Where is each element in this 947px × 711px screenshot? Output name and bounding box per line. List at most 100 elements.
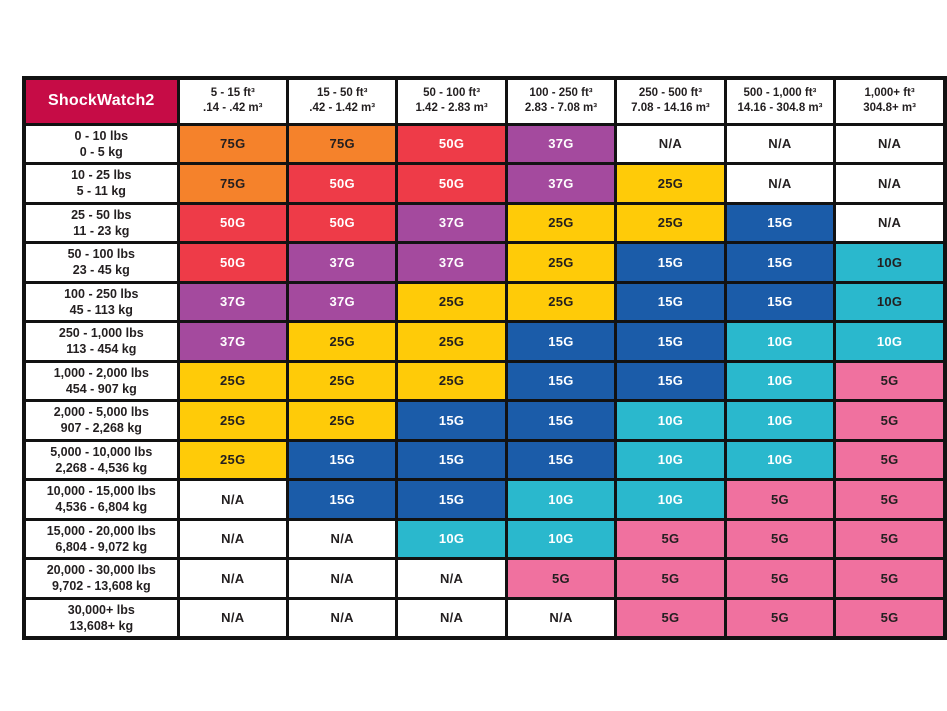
table-row: 50 - 100 lbs 23 - 45 kg 50G 37G 37G 25G 15G 15G… [22,241,947,284]
g-rating-cell: 50G [395,162,508,205]
weight-range-label: 50 - 100 lbs 23 - 45 kg [22,241,180,284]
table-row: 1,000 - 2,000 lbs 454 - 907 kg 25G 25G 25G 15… [22,359,947,402]
g-rating-cell: 10G [395,517,508,560]
weight-range-kg: 9,702 - 13,608 kg [51,579,151,594]
g-rating-cell: 15G [395,478,508,521]
g-rating-cell: 25G [285,399,399,442]
weight-range-lbs: 0 - 10 lbs [74,128,129,143]
weight-range-kg: 113 - 454 kg [66,342,137,357]
table-row: 25 - 50 lbs 11 - 23 kg 50G 50G 37G 25G 25G 15G N… [22,201,947,244]
g-rating-cell: 10G [614,478,727,521]
volume-range-ft3: 500 - 1,000 ft³ [743,87,817,100]
g-rating-cell: 5G [723,478,837,521]
g-rating-cell: N/A [833,162,947,205]
weight-range-kg: 45 - 113 kg [69,302,133,317]
g-rating-cell: N/A [833,122,947,165]
g-rating-cell: N/A [833,201,947,244]
weight-range-kg: 11 - 23 kg [73,223,130,238]
table-row: 0 - 10 lbs 0 - 5 kg 75G 75G 50G 37G N/A N/A N/A [22,122,947,165]
volume-range-ft3: 250 - 500 ft³ [638,87,703,100]
weight-range-lbs: 30,000+ lbs [67,602,135,617]
g-rating-cell: 5G [723,557,837,600]
weight-range-label: 15,000 - 20,000 lbs 6,804 - 9,072 kg [22,517,180,560]
table-row: 5,000 - 10,000 lbs 2,268 - 4,536 kg 25G 15G… [22,438,947,481]
g-rating-cell: 5G [833,399,947,442]
volume-range-header: 250 - 500 ft³ 7.08 - 14.16 m³ [614,76,727,126]
table-row: 20,000 - 30,000 lbs 9,702 - 13,608 kg N/A N… [22,557,947,600]
g-rating-cell: 10G [833,280,947,323]
g-rating-cell: N/A [176,557,289,600]
g-rating-cell: N/A [395,596,508,639]
weight-range-label: 25 - 50 lbs 11 - 23 kg [22,201,180,244]
weight-range-lbs: 1,000 - 2,000 lbs [53,365,149,380]
g-rating-cell: 10G [723,320,837,363]
g-rating-cell: 5G [723,517,837,560]
g-rating-cell: 5G [723,596,837,639]
weight-range-label: 1,000 - 2,000 lbs 454 - 907 kg [22,359,180,402]
g-rating-cell: 15G [504,320,618,363]
g-rating-cell: 25G [614,162,727,205]
g-rating-cell: N/A [723,122,837,165]
table-row: 2,000 - 5,000 lbs 907 - 2,268 kg 25G 25G 15G… [22,399,947,442]
g-rating-cell: 10G [504,478,618,521]
g-rating-cell: 15G [285,438,399,481]
header-row: ShockWatch2 5 - 15 ft³ .14 - .42 m³ 15 - 50… [22,76,947,126]
g-rating-cell: N/A [395,557,508,600]
volume-range-header: 500 - 1,000 ft³ 14.16 - 304.8 m³ [723,76,837,126]
table-header: ShockWatch2 5 - 15 ft³ .14 - .42 m³ 15 - 50… [22,76,947,126]
g-rating-cell: 50G [395,122,508,165]
g-rating-cell: 15G [504,438,618,481]
volume-range-ft3: 15 - 50 ft³ [316,87,368,100]
weight-range-lbs: 10,000 - 15,000 lbs [46,484,156,499]
g-rating-cell: 37G [395,241,508,284]
g-rating-cell: 5G [614,557,727,600]
g-rating-cell: 15G [504,359,618,402]
g-rating-cell: N/A [285,557,399,600]
g-rating-cell: N/A [723,162,837,205]
g-rating-cell: 15G [614,280,727,323]
volume-range-ft3: 50 - 100 ft³ [423,87,481,100]
g-rating-cell: 10G [723,399,837,442]
g-rating-cell: 5G [614,517,727,560]
weight-range-label: 10 - 25 lbs 5 - 11 kg [22,162,180,205]
table-row: 100 - 250 lbs 45 - 113 kg 37G 37G 25G 25G 15G 1… [22,280,947,323]
g-rating-cell: 5G [833,557,947,600]
volume-range-m3: 7.08 - 14.16 m³ [631,102,710,115]
g-rating-cell: 15G [504,399,618,442]
table-row: 10 - 25 lbs 5 - 11 kg 75G 50G 50G 37G 25G N/A N/… [22,162,947,205]
volume-range-ft3: 5 - 15 ft³ [210,87,255,100]
weight-range-kg: 454 - 907 kg [65,381,137,396]
g-rating-cell: 10G [833,320,947,363]
g-rating-cell: N/A [285,517,399,560]
g-rating-cell: 5G [833,438,947,481]
g-rating-cell: 10G [614,438,727,481]
g-rating-cell: 25G [504,241,618,284]
g-rating-cell: 75G [285,122,399,165]
table-row: 250 - 1,000 lbs 113 - 454 kg 37G 25G 25G 15G 1… [22,320,947,363]
g-rating-cell: 10G [833,241,947,284]
brand-cell: ShockWatch2 [22,76,180,126]
volume-range-header: 15 - 50 ft³ .42 - 1.42 m³ [285,76,399,126]
g-rating-cell: 75G [176,122,289,165]
g-rating-cell: 37G [285,280,399,323]
g-rating-cell: N/A [176,478,289,521]
g-rating-cell: N/A [176,596,289,639]
weight-range-label: 0 - 10 lbs 0 - 5 kg [22,122,180,165]
g-rating-cell: 25G [395,320,508,363]
g-rating-cell: 50G [176,201,289,244]
weight-range-label: 100 - 250 lbs 45 - 113 kg [22,280,180,323]
weight-range-lbs: 100 - 250 lbs [64,286,139,301]
g-rating-cell: 37G [395,201,508,244]
table-row: 30,000+ lbs 13,608+ kg N/A N/A N/A N/A 5G 5G 5G [22,596,947,639]
g-rating-cell: 15G [285,478,399,521]
volume-range-m3: 14.16 - 304.8 m³ [737,102,823,115]
weight-range-lbs: 5,000 - 10,000 lbs [50,444,153,459]
weight-range-lbs: 15,000 - 20,000 lbs [46,523,156,538]
g-rating-cell: 50G [285,162,399,205]
g-rating-cell: 37G [504,122,618,165]
g-rating-cell: 15G [395,438,508,481]
shockwatch-selection-table: ShockWatch2 5 - 15 ft³ .14 - .42 m³ 15 - 50… [22,76,947,640]
g-rating-cell: 50G [176,241,289,284]
volume-range-header: 50 - 100 ft³ 1.42 - 2.83 m³ [395,76,508,126]
